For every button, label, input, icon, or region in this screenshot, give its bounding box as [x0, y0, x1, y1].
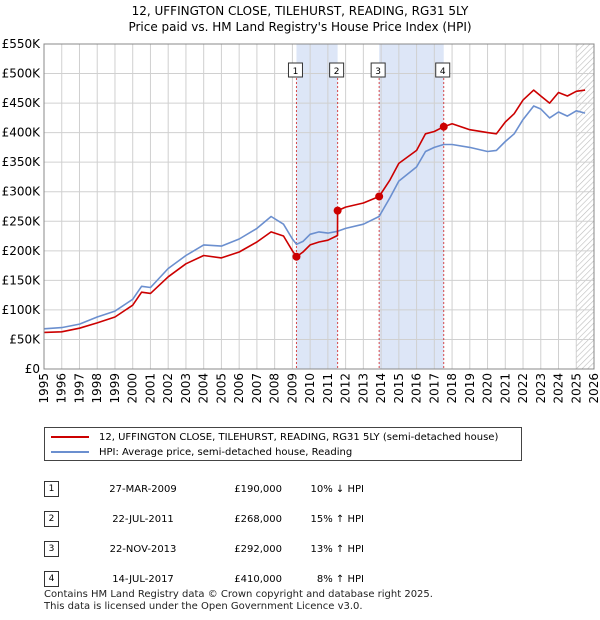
- sale-date: 22-JUL-2011: [112, 513, 174, 525]
- x-tick-label: 2018: [445, 373, 459, 404]
- x-tick-label: 1999: [108, 373, 122, 404]
- x-tick-label: 2011: [321, 373, 335, 404]
- sale-price: £268,000: [234, 513, 282, 525]
- sale-hpi-diff: 8% ↑ HPI: [316, 573, 364, 585]
- legend-item-hpi: HPI: Average price, semi-detached house,…: [51, 445, 352, 459]
- x-tick-label: 2022: [516, 373, 530, 404]
- x-tick-label: 2025: [569, 373, 583, 404]
- sale-annotation-box: [435, 62, 451, 78]
- x-tick-label: 2017: [427, 373, 441, 404]
- x-tick-label: 2015: [392, 373, 406, 404]
- y-tick-label: £50K: [9, 332, 41, 346]
- x-tick-label: 2001: [143, 373, 157, 404]
- table-row: 4 14-JUL-2017 £410,000 8% ↑ HPI: [44, 564, 364, 594]
- shaded-period: [379, 44, 444, 369]
- x-tick-label: 2004: [197, 373, 211, 404]
- chart-title: 12, UFFINGTON CLOSE, TILEHURST, READING,…: [131, 4, 469, 18]
- y-tick-label: £500K: [2, 67, 42, 81]
- sale-annotation-label: 2: [334, 67, 340, 77]
- x-tick-label: 2002: [161, 373, 175, 404]
- sales-table: 1 27-MAR-2009 £190,000 10% ↓ HPI 2 22-JU…: [44, 474, 364, 594]
- sale-annotation-label: 1: [293, 67, 299, 77]
- y-tick-label: £150K: [2, 273, 42, 287]
- y-tick-label: £100K: [2, 303, 42, 317]
- sale-hpi-diff: 10% ↓ HPI: [310, 483, 364, 495]
- x-tick-label: 1997: [72, 373, 86, 404]
- hpi-line: [43, 105, 586, 330]
- sale-annotation-box: [370, 62, 386, 78]
- legend-swatch-red: [51, 436, 89, 438]
- forecast-hatch: [576, 44, 594, 369]
- sale-number: 3: [44, 541, 59, 557]
- price-chart: 1 2 3 4 £0 £50K £100K £150K £200K £250K £300K £350K…: [2, 37, 600, 404]
- sale-number: 1: [44, 481, 59, 497]
- footer-copyright: Contains HM Land Registry data © Crown c…: [44, 589, 433, 600]
- sale-annotation-box: [329, 62, 345, 78]
- x-tick-label: 1995: [37, 373, 51, 404]
- table-row: 1 27-MAR-2009 £190,000 10% ↓ HPI: [44, 474, 364, 504]
- legend-label-property: 12, UFFINGTON CLOSE, TILEHURST, READING,…: [99, 431, 499, 443]
- sale-point: [292, 252, 301, 261]
- chart-subtitle: Price paid vs. HM Land Registry's House …: [128, 20, 472, 34]
- sale-annotation-label: 3: [375, 67, 381, 77]
- table-row: 2 22-JUL-2011 £268,000 15% ↑ HPI: [44, 504, 364, 534]
- sale-point: [375, 192, 384, 201]
- y-tick-label: £400K: [2, 126, 42, 140]
- sale-annotation-box: [287, 62, 303, 78]
- y-tick-label: £200K: [2, 244, 42, 258]
- x-tick-label: 2008: [268, 373, 282, 404]
- x-tick-label: 2014: [374, 373, 388, 404]
- x-tick-label: 2010: [303, 373, 317, 404]
- legend-swatch-blue: [51, 451, 89, 453]
- sale-number: 4: [44, 571, 59, 587]
- x-tick-label: 2019: [463, 373, 477, 404]
- y-tick-label: £0: [25, 362, 40, 376]
- sale-price: £190,000: [234, 483, 282, 495]
- y-tick-label: £550K: [2, 37, 42, 51]
- x-tick-label: 2023: [534, 373, 548, 404]
- sale-number: 2: [44, 511, 59, 527]
- shaded-period: [296, 44, 338, 369]
- footer: Contains HM Land Registry data © Crown c…: [44, 589, 433, 613]
- sale-date: 14-JUL-2017: [112, 573, 174, 585]
- x-tick-label: 2013: [356, 373, 370, 404]
- y-tick-label: £300K: [2, 185, 42, 199]
- table-row: 3 22-NOV-2013 £292,000 13% ↑ HPI: [44, 534, 364, 564]
- x-tick-label: 2012: [339, 373, 353, 404]
- sale-date: 22-NOV-2013: [109, 543, 177, 555]
- x-tick-label: 2000: [126, 373, 140, 404]
- sale-price: £410,000: [234, 573, 282, 585]
- x-tick-label: 1996: [55, 373, 69, 404]
- y-tick-label: £250K: [2, 214, 42, 228]
- sale-point: [333, 206, 342, 215]
- sale-hpi-diff: 15% ↑ HPI: [310, 513, 364, 525]
- x-tick-label: 2026: [587, 373, 600, 404]
- sale-hpi-diff: 13% ↑ HPI: [310, 543, 364, 555]
- x-tick-label: 2024: [552, 373, 566, 404]
- legend-item-property: 12, UFFINGTON CLOSE, TILEHURST, READING,…: [51, 430, 498, 444]
- sale-annotation-label: 4: [440, 67, 446, 77]
- x-tick-label: 1998: [90, 373, 104, 404]
- x-tick-label: 2020: [481, 373, 495, 404]
- y-tick-label: £350K: [2, 155, 42, 169]
- sale-date: 27-MAR-2009: [109, 483, 177, 495]
- x-tick-label: 2016: [410, 373, 424, 404]
- legend-label-hpi: HPI: Average price, semi-detached house,…: [99, 446, 353, 458]
- legend: 12, UFFINGTON CLOSE, TILEHURST, READING,…: [44, 427, 522, 461]
- x-tick-label: 2009: [285, 373, 299, 404]
- y-tick-label: £450K: [2, 96, 42, 110]
- x-tick-label: 2021: [498, 373, 512, 404]
- plot-frame: [43, 43, 595, 370]
- footer-licence: This data is licensed under the Open Gov…: [44, 601, 363, 612]
- x-tick-label: 2007: [250, 373, 264, 404]
- x-tick-label: 2005: [214, 373, 228, 404]
- sale-point: [439, 122, 448, 131]
- x-tick-label: 2003: [179, 373, 193, 404]
- sale-price: £292,000: [234, 543, 282, 555]
- x-tick-label: 2006: [232, 373, 246, 404]
